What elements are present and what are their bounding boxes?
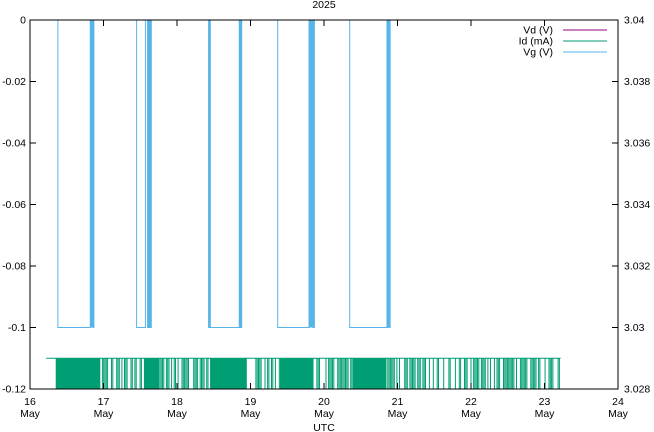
legend-label: Vd (V) (523, 25, 553, 37)
x-tick-label: May (608, 408, 629, 420)
vg-series-burst (90, 20, 94, 328)
x-tick-label: 21 (392, 396, 404, 408)
id-series-dense-block (353, 358, 387, 389)
x-axis-title: UTC (313, 422, 335, 432)
vg-series-burst (238, 20, 242, 328)
y2-tick-label: 3.034 (624, 199, 650, 211)
vg-series-burst (147, 20, 152, 328)
y-tick-label: 0 (20, 15, 26, 27)
id-series-spikes (158, 358, 209, 389)
y2-tick-label: 3.04 (624, 15, 645, 27)
id-series-spikes (255, 358, 280, 389)
x-tick-label: 18 (171, 396, 183, 408)
y2-tick-label: 3.03 (624, 322, 645, 334)
legend-label: Id (mA) (519, 36, 553, 48)
y-tick-label: -0.06 (2, 199, 26, 211)
x-tick-label: 23 (539, 396, 551, 408)
y-tick-label: -0.12 (2, 384, 26, 396)
y-tick-label: -0.04 (2, 138, 26, 150)
y-tick-label: -0.1 (8, 322, 26, 334)
y2-tick-label: 3.028 (624, 384, 650, 396)
vg-series-burst (386, 20, 391, 328)
x-tick-label: May (167, 408, 188, 420)
x-tick-label: May (461, 408, 482, 420)
x-tick-label: May (314, 408, 335, 420)
id-series-dense-block (210, 358, 247, 389)
id-series-spikes (99, 358, 142, 389)
id-series-dense-block (143, 358, 159, 389)
series-layer (30, 19, 561, 389)
id-series-spikes (387, 358, 560, 389)
legend-label: Vg (V) (523, 47, 553, 59)
plot-frame (29, 19, 619, 390)
x-tick-label: 20 (318, 396, 330, 408)
x-tick-label: 19 (245, 396, 257, 408)
vg-series-burst (308, 20, 315, 328)
x-tick-label: May (388, 408, 409, 420)
x-tick-label: May (535, 408, 556, 420)
y-tick-label: -0.02 (2, 76, 26, 88)
y-tick-label: -0.08 (2, 261, 26, 273)
chart-title: 2025 (312, 0, 336, 11)
vg-series-burst (208, 20, 211, 328)
legend: Vd (V)Id (mA)Vg (V) (519, 25, 607, 59)
x-tick-label: 16 (24, 396, 36, 408)
id-series-dense-block (55, 358, 100, 389)
x-tick-label: 24 (612, 396, 624, 408)
y2-tick-label: 3.032 (624, 261, 650, 273)
id-series-spikes (312, 358, 354, 389)
x-tick-label: 22 (465, 396, 477, 408)
x-tick-label: 17 (98, 396, 110, 408)
y2-tick-label: 3.036 (624, 138, 650, 150)
x-tick-label: May (94, 408, 115, 420)
y2-tick-label: 3.038 (624, 76, 650, 88)
x-tick-label: May (20, 408, 41, 420)
x-tick-label: May (241, 408, 262, 420)
axis-layer: 0 -0.02 -0.04 -0.06 -0.08 -0.1 -0.12 3.04 3.038 3… (2, 15, 650, 421)
id-series-dense-block (279, 358, 313, 389)
